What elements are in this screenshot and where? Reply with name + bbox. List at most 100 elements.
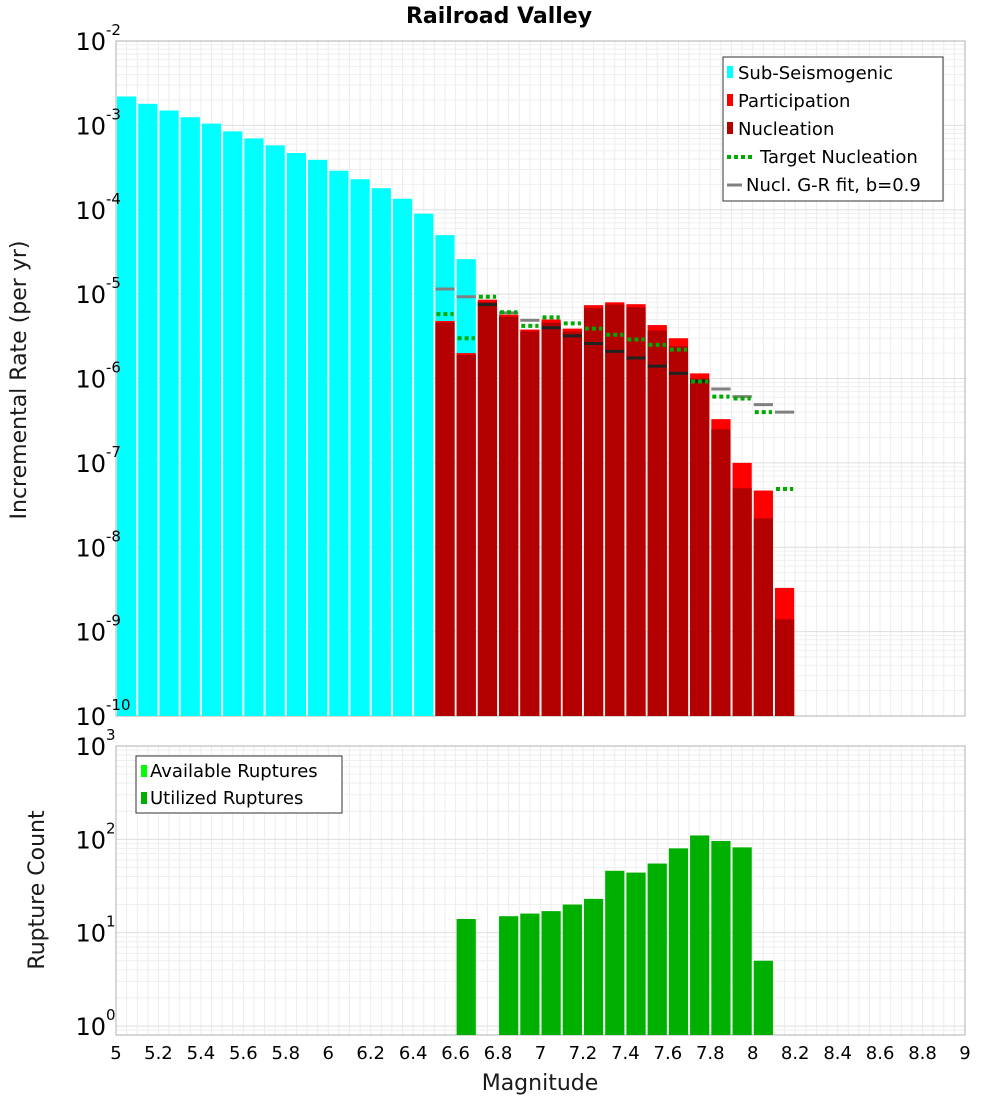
top-plot-bars bbox=[117, 96, 795, 717]
x-tick-label: 5.6 bbox=[229, 1043, 258, 1064]
x-axis-label: Magnitude bbox=[482, 1071, 599, 1096]
legend-swatch-nucleation bbox=[727, 122, 733, 134]
bar-nucleation bbox=[541, 322, 561, 716]
bar-sub-seismogenic bbox=[286, 153, 307, 716]
legend-label-available-ruptures: Available Ruptures bbox=[150, 761, 318, 782]
bar-sub-seismogenic bbox=[201, 123, 222, 716]
bottom-legend: Available Ruptures Utilized Ruptures bbox=[135, 755, 343, 814]
bottom-y-tick-exponent: 3 bbox=[106, 726, 116, 744]
bottom-y-tick-exponent: 2 bbox=[106, 819, 116, 837]
bar-utilized-ruptures bbox=[711, 840, 731, 1035]
bar-nucleation bbox=[774, 619, 795, 716]
x-tick-label: 7.6 bbox=[654, 1043, 683, 1064]
x-tick-label: 5.8 bbox=[271, 1043, 300, 1064]
top-y-tick-exponent: -9 bbox=[106, 612, 121, 630]
x-tick-label: 8.8 bbox=[908, 1043, 937, 1064]
top-plot-lines bbox=[435, 287, 795, 492]
legend-label-participation: Participation bbox=[738, 91, 850, 112]
bar-nucleation bbox=[753, 518, 773, 716]
bar-nucleation bbox=[520, 331, 540, 716]
bottom-y-tick-exponent: 0 bbox=[106, 1006, 116, 1024]
x-tick-label: 6 bbox=[323, 1043, 334, 1064]
top-y-tick-exponent: -2 bbox=[106, 21, 121, 39]
bar-nucleation bbox=[647, 330, 667, 716]
bar-utilized-ruptures bbox=[753, 960, 773, 1035]
bar-nucleation bbox=[583, 308, 604, 716]
bar-utilized-ruptures bbox=[520, 913, 540, 1035]
bar-utilized-ruptures bbox=[583, 898, 604, 1035]
x-tick-label: 7.8 bbox=[696, 1043, 725, 1064]
x-tick-label: 7 bbox=[535, 1043, 546, 1064]
top-y-tick-label: 10 bbox=[75, 619, 106, 647]
x-tick-label: 8.4 bbox=[823, 1043, 852, 1064]
bar-nucleation bbox=[477, 301, 498, 716]
bottom-plot-grid bbox=[115, 746, 966, 1036]
x-tick-label: 7.2 bbox=[569, 1043, 598, 1064]
chart-title: Railroad Valley bbox=[406, 4, 592, 29]
bottom-plot-frame bbox=[115, 745, 966, 1036]
bar-nucleation bbox=[562, 331, 582, 716]
top-y-tick-exponent: -4 bbox=[106, 190, 121, 208]
bar-sub-seismogenic bbox=[244, 138, 264, 717]
legend-label-utilized-ruptures: Utilized Ruptures bbox=[150, 788, 303, 809]
bottom-y-tick-label: 10 bbox=[75, 1013, 106, 1041]
bar-nucleation bbox=[732, 488, 752, 716]
bar-utilized-ruptures bbox=[456, 919, 476, 1035]
bar-nucleation bbox=[690, 378, 710, 716]
bar-sub-seismogenic bbox=[371, 188, 391, 717]
x-tick-label: 8.6 bbox=[866, 1043, 895, 1064]
bar-utilized-ruptures bbox=[541, 911, 561, 1035]
legend-label-gr-fit: Nucl. G-R fit, b=0.9 bbox=[746, 175, 921, 196]
x-tick-label: 5 bbox=[110, 1043, 121, 1064]
bottom-y-tick-exponent: 1 bbox=[106, 913, 116, 931]
bar-nucleation bbox=[456, 354, 476, 716]
top-y-tick-exponent: -7 bbox=[106, 443, 121, 461]
top-y-tick-label: 10 bbox=[75, 450, 106, 478]
bar-sub-seismogenic bbox=[117, 96, 137, 716]
top-y-tick-exponent: -3 bbox=[106, 105, 121, 123]
x-tick-label: 6.6 bbox=[441, 1043, 470, 1064]
legend-swatch-available-ruptures bbox=[141, 765, 147, 777]
bar-sub-seismogenic bbox=[329, 170, 349, 716]
x-tick-label: 8.2 bbox=[781, 1043, 810, 1064]
top-y-tick-exponent: -6 bbox=[106, 359, 121, 377]
x-tick-label: 9 bbox=[959, 1043, 970, 1064]
top-y-tick-exponent: -10 bbox=[106, 696, 131, 714]
bottom-y-tick-label: 10 bbox=[75, 733, 106, 761]
top-y-tick-label: 10 bbox=[75, 703, 106, 731]
bar-sub-seismogenic bbox=[223, 131, 243, 717]
bottom-legend-box bbox=[135, 755, 343, 814]
bar-sub-seismogenic bbox=[138, 103, 158, 717]
legend-swatch-utilized-ruptures bbox=[141, 792, 147, 804]
x-tick-label: 5.2 bbox=[144, 1043, 173, 1064]
x-tick-label: 8 bbox=[747, 1043, 758, 1064]
bar-sub-seismogenic bbox=[392, 198, 413, 717]
bar-nucleation bbox=[711, 429, 731, 716]
top-y-tick-label: 10 bbox=[75, 281, 106, 309]
top-y-tick-label: 10 bbox=[75, 28, 106, 56]
top-y-tick-exponent: -8 bbox=[106, 527, 121, 545]
top-y-tick-label: 10 bbox=[75, 534, 106, 562]
bar-utilized-ruptures bbox=[499, 916, 519, 1035]
bottom-y-tick-label: 10 bbox=[75, 826, 106, 854]
bar-sub-seismogenic bbox=[350, 179, 370, 716]
top-legend: Sub-Seismogenic Participation Nucleation… bbox=[722, 56, 944, 202]
top-legend-box bbox=[722, 56, 944, 202]
legend-swatch-sub-seismogenic bbox=[727, 66, 733, 78]
legend-swatch-participation bbox=[727, 94, 733, 106]
bar-utilized-ruptures bbox=[732, 847, 752, 1035]
top-plot-frame bbox=[115, 40, 966, 717]
bottom-y-tick-label: 10 bbox=[75, 920, 106, 948]
top-y-axis-label: Incremental Rate (per yr) bbox=[7, 241, 32, 520]
x-tick-labels: 5 5.2 5.4 5.6 5.8 6 6.2 6.4 6.6 6.8 7 7.2 7.4 7.6 7.8 8… bbox=[110, 1043, 970, 1064]
x-tick-label: 7.4 bbox=[611, 1043, 640, 1064]
x-tick-label: 6.8 bbox=[484, 1043, 513, 1064]
bar-sub-seismogenic bbox=[159, 110, 179, 716]
bar-nucleation bbox=[668, 346, 689, 716]
bar-nucleation bbox=[626, 307, 646, 716]
legend-label-nucleation: Nucleation bbox=[738, 119, 834, 140]
top-y-tick-label: 10 bbox=[75, 366, 106, 394]
